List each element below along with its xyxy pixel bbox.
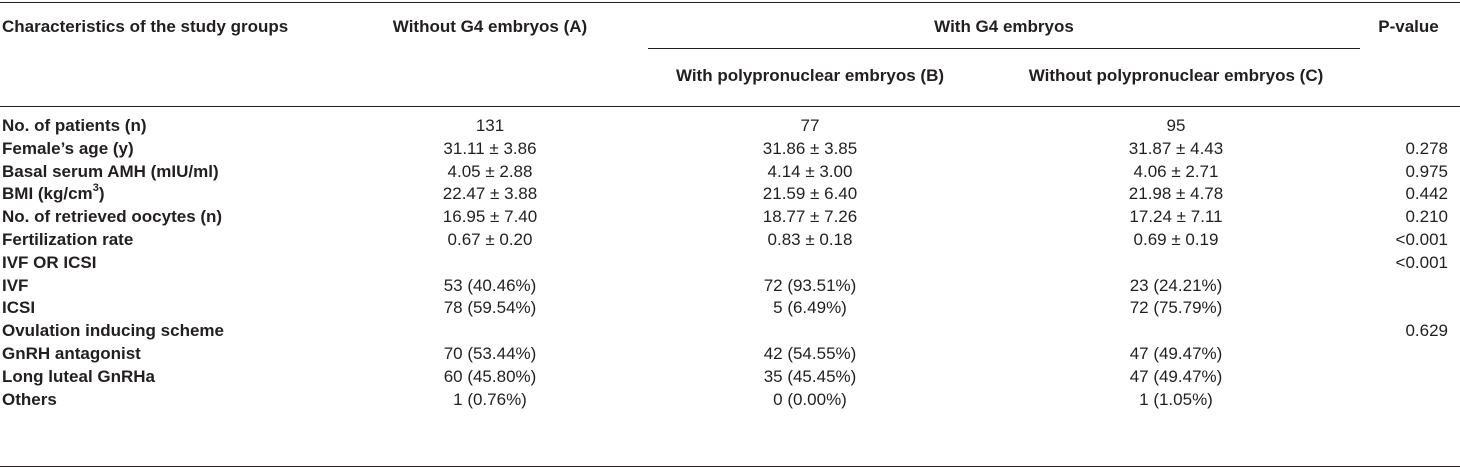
- header-group-a: Without G4 embryos (A): [392, 17, 588, 36]
- row-label: Others: [2, 390, 57, 409]
- cell-c: 0.69 ± 0.19: [1133, 230, 1219, 249]
- cell-b: 18.77 ± 7.26: [762, 207, 858, 226]
- cell-a: 31.11 ± 3.86: [443, 139, 537, 158]
- cell-b: 77: [800, 116, 820, 135]
- cell-b: 4.14 ± 3.00: [767, 162, 853, 181]
- row-label: Female’s age (y): [2, 139, 134, 158]
- cell-a: 53 (40.46%): [443, 276, 537, 295]
- cell-p: <0.001: [1395, 253, 1448, 272]
- row-label: Fertilization rate: [2, 230, 134, 249]
- row-label: Basal serum AMH (mIU/ml): [2, 162, 219, 181]
- cell-c: 95: [1166, 116, 1186, 135]
- header-bottom-rule: [0, 106, 1460, 107]
- cell-a: 60 (45.80%): [443, 367, 537, 386]
- row-label: GnRH antagonist: [2, 344, 141, 363]
- header-p-value: P-value: [1378, 17, 1439, 36]
- header-group-c: Without polypronuclear embryos (C): [1028, 66, 1324, 85]
- cell-b: 31.86 ± 3.85: [762, 139, 858, 158]
- with-g4-spanner-rule: [648, 48, 1360, 49]
- cell-b: 72 (93.51%): [763, 276, 857, 295]
- cell-p: 0.975: [1405, 162, 1448, 181]
- header-with-g4: With G4 embryos: [934, 17, 1074, 36]
- header-characteristics: Characteristics of the study groups: [2, 17, 289, 36]
- cell-c: 17.24 ± 7.11: [1129, 207, 1223, 226]
- cell-c: 23 (24.21%): [1129, 276, 1223, 295]
- cell-a: 1 (0.76%): [453, 390, 527, 409]
- cell-b: 0 (0.00%): [773, 390, 847, 409]
- cell-a: 0.67 ± 0.20: [447, 230, 533, 249]
- cell-c: 31.87 ± 4.43: [1128, 139, 1224, 158]
- cell-a: 22.47 ± 3.88: [442, 184, 538, 203]
- row-label: Ovulation inducing scheme: [2, 321, 224, 340]
- cell-b: 5 (6.49%): [773, 298, 847, 317]
- cell-c: 72 (75.79%): [1129, 298, 1223, 317]
- cell-a: 70 (53.44%): [443, 344, 537, 363]
- row-label: IVF OR ICSI: [2, 253, 97, 272]
- cell-p: <0.001: [1395, 230, 1448, 249]
- cell-a: 78 (59.54%): [443, 298, 537, 317]
- cell-p: 0.278: [1405, 139, 1448, 158]
- cell-c: 47 (49.47%): [1129, 344, 1223, 363]
- row-label: IVF: [2, 276, 29, 295]
- cell-b: 0.83 ± 0.18: [767, 230, 853, 249]
- cell-b: 21.59 ± 6.40: [762, 184, 858, 203]
- cell-p: 0.629: [1405, 321, 1448, 340]
- cell-c: 1 (1.05%): [1139, 390, 1213, 409]
- cell-a: 4.05 ± 2.88: [447, 162, 533, 181]
- cell-p: 0.442: [1405, 184, 1448, 203]
- cell-a: 131: [475, 116, 505, 135]
- row-label: No. of retrieved oocytes (n): [2, 207, 223, 226]
- cell-c: 21.98 ± 4.78: [1128, 184, 1224, 203]
- cell-c: 47 (49.47%): [1129, 367, 1223, 386]
- row-label: No. of patients (n): [2, 116, 147, 135]
- cell-b: 42 (54.55%): [763, 344, 857, 363]
- cell-b: 35 (45.45%): [763, 367, 857, 386]
- top-rule: [0, 2, 1460, 3]
- header-group-b: With polypronuclear embryos (B): [675, 66, 945, 85]
- row-label: BMI (kg/cm3): [2, 182, 105, 203]
- cell-a: 16.95 ± 7.40: [442, 207, 538, 226]
- row-label: ICSI: [2, 298, 36, 317]
- cell-p: 0.210: [1405, 207, 1448, 226]
- row-label: Long luteal GnRHa: [2, 367, 155, 386]
- cell-c: 4.06 ± 2.71: [1133, 162, 1219, 181]
